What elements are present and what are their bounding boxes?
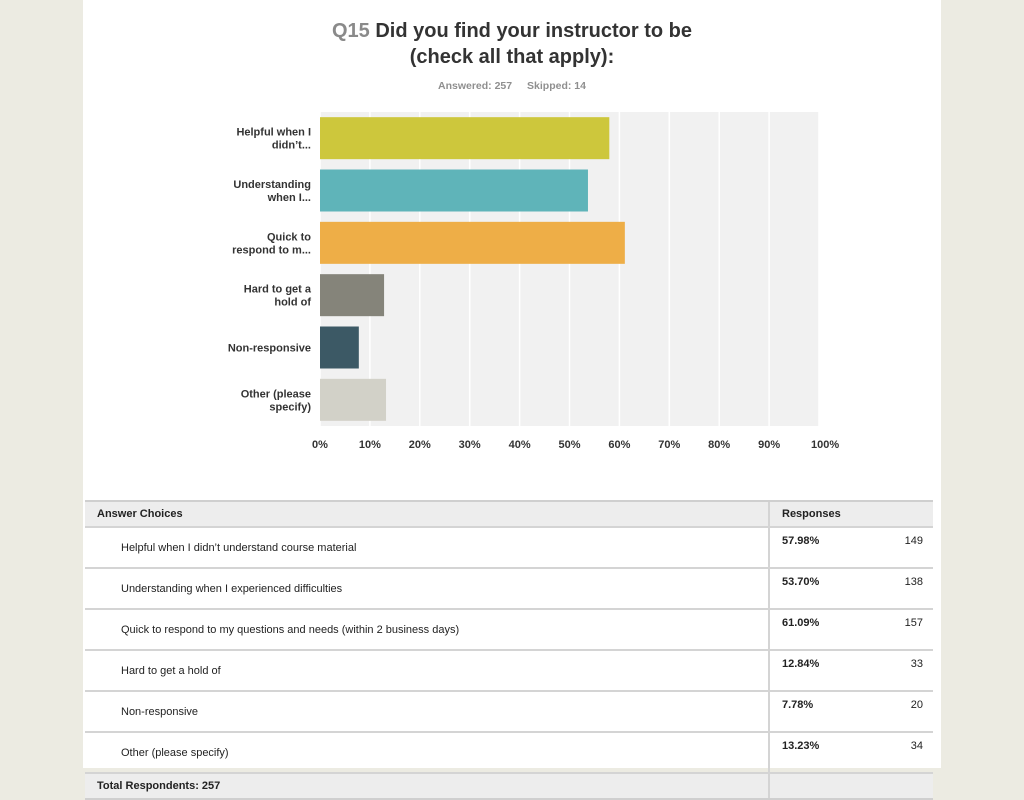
answer-choice: Hard to get a hold of	[85, 650, 769, 692]
skipped-count: Skipped: 14	[527, 80, 586, 92]
category-label-line: Other (please	[241, 388, 311, 400]
table-row: Other (please specify) 13.23% 34	[85, 732, 933, 774]
category-label-line: when I...	[267, 192, 311, 204]
response-percent: 12.84%	[768, 650, 853, 692]
response-count: 20	[853, 691, 933, 733]
title-line-2: (check all that apply):	[409, 46, 615, 68]
table-row: Helpful when I didn’t understand course …	[85, 527, 933, 569]
category-label-line: Helpful when I	[236, 127, 311, 139]
bars	[320, 117, 625, 421]
responses-table: Answer Choices Responses Helpful when I …	[85, 500, 933, 800]
response-percent: 13.23%	[768, 732, 853, 774]
table-row: Quick to respond to my questions and nee…	[85, 609, 933, 651]
x-tick-label: 20%	[409, 439, 431, 451]
x-tick-label: 0%	[312, 439, 328, 451]
category-label-line: Hard to get a	[244, 284, 312, 296]
bar	[320, 221, 625, 264]
category-label: Understanding when I...	[233, 179, 311, 204]
answer-choice: Understanding when I experienced difficu…	[85, 568, 769, 610]
bar	[320, 117, 610, 160]
table-row: Hard to get a hold of 12.84% 33	[85, 650, 933, 692]
x-tick-label: 90%	[758, 439, 780, 451]
category-label: Hard to get a hold of	[244, 284, 312, 309]
answer-choice: Other (please specify)	[85, 732, 769, 774]
category-label-line: didn’t...	[272, 140, 311, 152]
response-count: 138	[853, 568, 933, 610]
category-label: Non-responsive	[228, 343, 311, 355]
x-tick-label: 100%	[811, 439, 839, 451]
table-header-row: Answer Choices Responses	[85, 500, 933, 528]
response-count: 34	[853, 732, 933, 774]
x-tick-label: 70%	[658, 439, 680, 451]
response-percent: 61.09%	[768, 609, 853, 651]
table-row: Understanding when I experienced difficu…	[85, 568, 933, 610]
answer-choice: Quick to respond to my questions and nee…	[85, 609, 769, 651]
bar	[320, 169, 588, 212]
total-respondents: Total Respondents: 257	[85, 773, 769, 800]
response-percent: 7.78%	[768, 691, 853, 733]
category-label: Other (please specify)	[241, 388, 312, 413]
answer-choice: Helpful when I didn’t understand course …	[85, 527, 769, 569]
question-number: Q15	[331, 20, 370, 42]
table-row: Non-responsive 7.78% 20	[85, 691, 933, 733]
response-count: 157	[853, 609, 933, 651]
response-percent: 53.70%	[768, 568, 853, 610]
total-blank-cell	[768, 773, 933, 800]
answered-count: Answered: 257	[438, 80, 513, 92]
category-label-line: hold of	[274, 297, 311, 309]
bar	[320, 274, 385, 317]
header-responses: Responses	[768, 500, 933, 528]
x-tick-label: 60%	[608, 439, 630, 451]
title-line-1: Q15 Did you find your instructor to be	[83, 18, 941, 44]
x-tick-label: 40%	[509, 439, 531, 451]
table-body: Helpful when I didn’t understand course …	[85, 527, 933, 800]
x-tick-label: 50%	[558, 439, 580, 451]
response-stats: Answered: 257 Skipped: 14	[83, 80, 941, 92]
category-label-line: Quick to	[267, 231, 311, 243]
title-text-1: Did you find your instructor to be	[375, 20, 693, 42]
response-count: 149	[853, 527, 933, 569]
category-label-line: respond to m...	[232, 244, 311, 256]
header-answer-choices: Answer Choices	[85, 500, 769, 528]
category-label: Quick to respond to m...	[232, 231, 311, 256]
category-label-line: Non-responsive	[228, 343, 311, 355]
x-axis-ticks: 0% 10% 20% 30% 40% 50% 60% 70% 80% 90% 100%	[312, 439, 839, 451]
bar	[320, 378, 387, 421]
response-count: 33	[853, 650, 933, 692]
report-page: Q15 Did you find your instructor to be (…	[83, 0, 941, 800]
x-tick-label: 10%	[359, 439, 381, 451]
bar	[320, 326, 359, 369]
x-tick-label: 80%	[708, 439, 730, 451]
category-label-line: Understanding	[233, 179, 311, 191]
answer-choice: Non-responsive	[85, 691, 769, 733]
x-tick-label: 30%	[459, 439, 481, 451]
gridlines	[319, 112, 820, 426]
response-percent: 57.98%	[768, 527, 853, 569]
question-title: Q15 Did you find your instructor to be (…	[83, 18, 941, 70]
total-row: Total Respondents: 257	[85, 773, 933, 800]
category-label-line: specify)	[269, 401, 311, 413]
